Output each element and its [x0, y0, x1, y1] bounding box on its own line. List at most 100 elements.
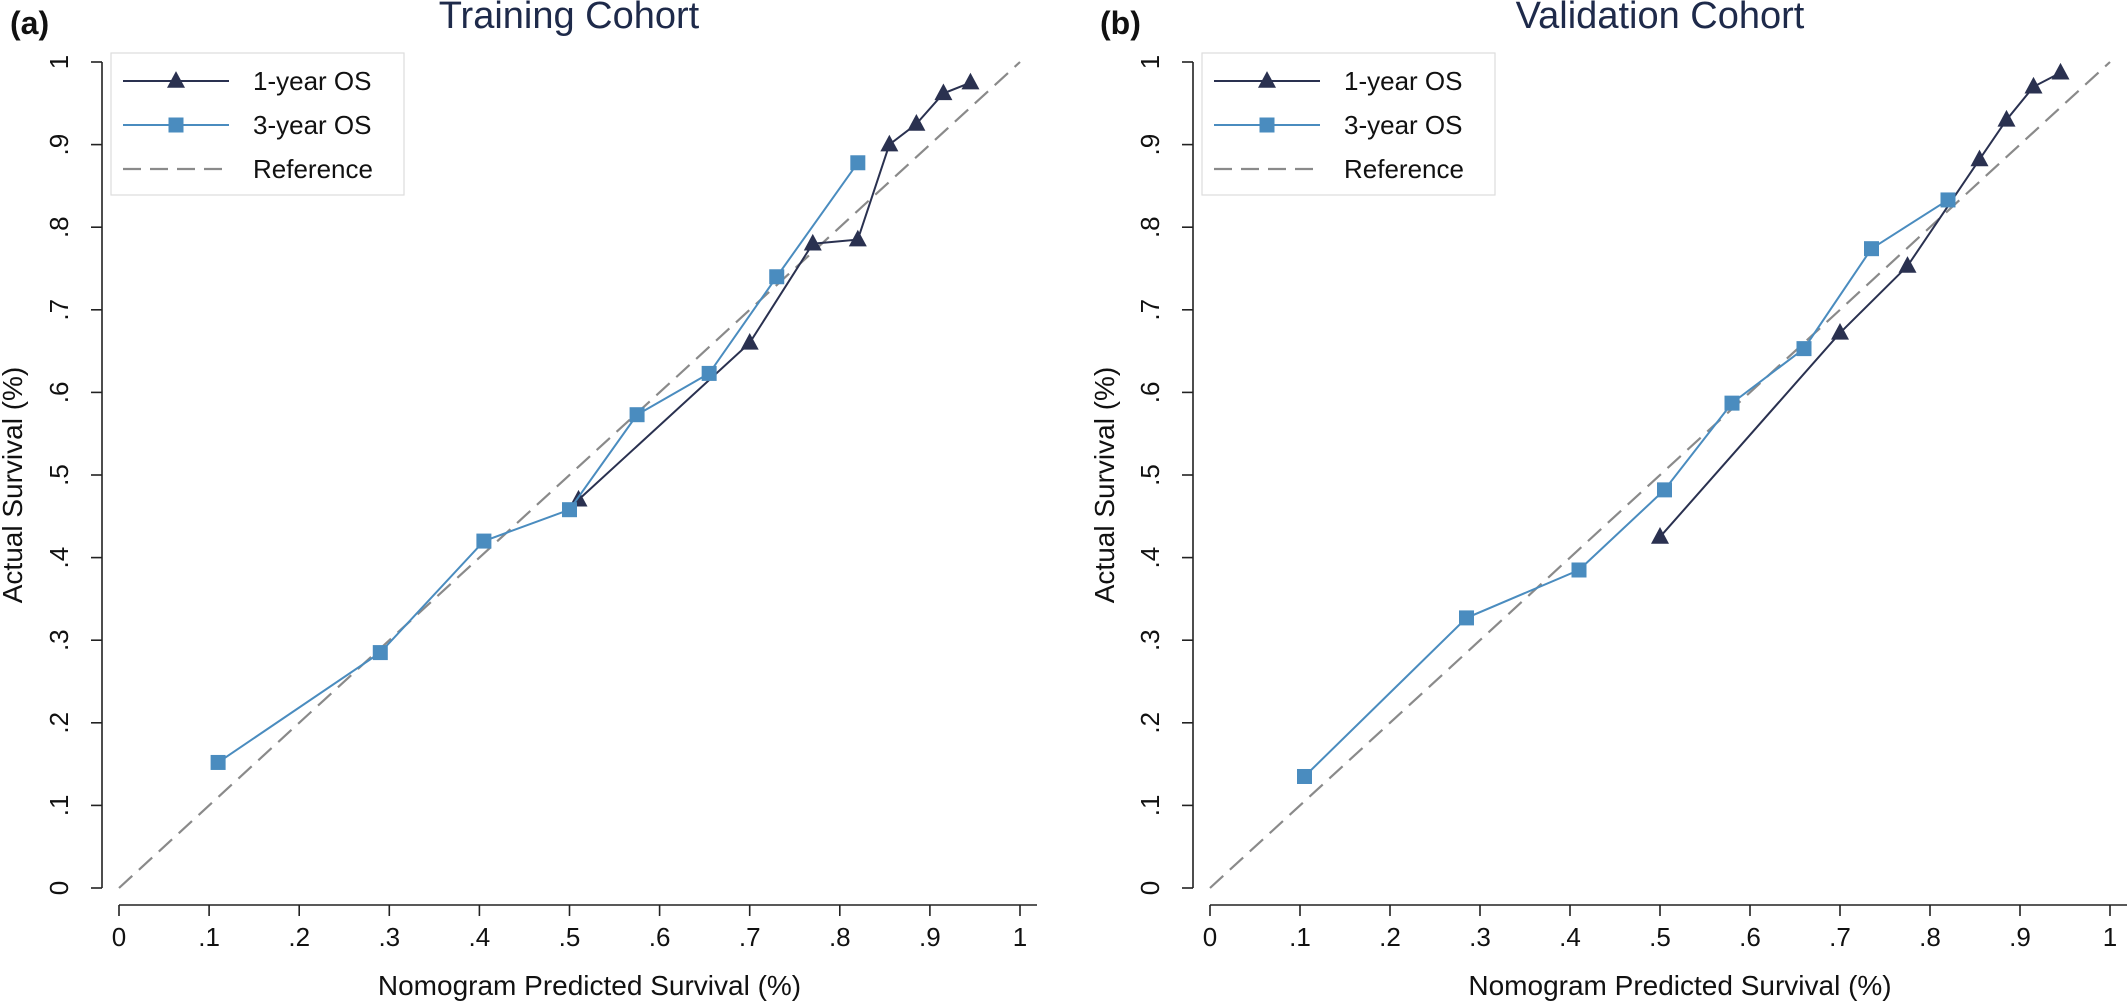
- y-tick-label: .6: [1135, 382, 1165, 404]
- legend-label: 1-year OS: [253, 66, 372, 96]
- y-tick-label: .2: [1135, 712, 1165, 734]
- y-tick-label: .5: [1135, 464, 1165, 486]
- data-point-1-year-os: [1651, 527, 1669, 544]
- x-tick-label: .4: [469, 922, 491, 952]
- y-tick-label: .2: [44, 712, 74, 734]
- series-line-3-year-os: [1303, 199, 1949, 778]
- legend-marker-1-year-os: [167, 71, 185, 88]
- legend: 1-year OS 3-year OS Reference: [110, 52, 405, 196]
- y-tick-label: .5: [44, 464, 74, 486]
- legend-label: Reference: [1344, 154, 1464, 184]
- y-tick-label: .1: [44, 795, 74, 817]
- x-tick-label: 1: [1013, 922, 1027, 952]
- legend-marker-3-year-os: [1259, 117, 1275, 133]
- chart-panel-a: (a) Training Cohort 0 .1 .2 .3 .4 .5 .6 .7 .8 .9 1 0.…: [0, 0, 1037, 1001]
- data-point-1-year-os: [907, 114, 926, 131]
- data-point-1-year-os: [2051, 62, 2070, 80]
- data-point-3-year-os: [1297, 768, 1312, 784]
- x-tick-label: .9: [2009, 922, 2031, 952]
- y-tick-label: 0: [1135, 881, 1165, 895]
- data-point-1-year-os: [848, 229, 867, 247]
- y-tick-label: .4: [44, 547, 74, 569]
- y-tick-label: 1: [44, 55, 74, 69]
- data-point-3-year-os: [210, 754, 226, 770]
- data-point-3-year-os: [372, 645, 388, 661]
- data-point-1-year-os: [803, 233, 822, 251]
- legend-label: Reference: [253, 154, 373, 184]
- data-point-3-year-os: [850, 155, 866, 171]
- data-point-1-year-os: [1898, 256, 1917, 273]
- y-axis-title: Actual Survival (%): [0, 367, 28, 604]
- data-point-3-year-os: [629, 407, 645, 423]
- x-axis-title: Nomogram Predicted Survival (%): [378, 970, 801, 1001]
- y-tick-label: .1: [1135, 795, 1165, 817]
- series-line-1-year-os: [1659, 71, 2061, 538]
- y-tick-label: .8: [1135, 216, 1165, 238]
- legend-label: 3-year OS: [253, 110, 372, 140]
- data-point-3-year-os: [1940, 192, 1956, 208]
- x-tick-label: .3: [378, 922, 400, 952]
- y-tick-label: .7: [1135, 299, 1165, 321]
- panel-label: (b): [1100, 5, 1141, 41]
- x-tick-label: .1: [198, 922, 220, 952]
- x-tick-label: .6: [649, 922, 671, 952]
- y-tick-label: .8: [44, 216, 74, 238]
- data-point-3-year-os: [701, 365, 717, 381]
- y-axis-title: Actual Survival (%): [1089, 367, 1120, 604]
- x-tick-label: 1: [2103, 922, 2117, 952]
- data-point-3-year-os: [1571, 562, 1587, 578]
- data-point-1-year-os: [1997, 109, 2016, 127]
- data-point-3-year-os: [1864, 241, 1879, 257]
- x-tick-label: .7: [1829, 922, 1851, 952]
- legend-marker-1-year-os: [1258, 71, 1276, 88]
- x-axis-title: Nomogram Predicted Survival (%): [1468, 970, 1891, 1001]
- data-point-1-year-os: [1970, 149, 1989, 167]
- x-tick-label: .1: [1289, 922, 1311, 952]
- data-point-3-year-os: [476, 533, 492, 549]
- legend-label: 3-year OS: [1344, 110, 1463, 140]
- series-line-1-year-os: [577, 81, 971, 501]
- legend: 1-year OS 3-year OS Reference: [1201, 52, 1496, 196]
- x-tick-label: .5: [1649, 922, 1671, 952]
- y-tick-label: .9: [1135, 134, 1165, 156]
- y-tick-label: 1: [1135, 55, 1165, 69]
- series-line-reference: [1209, 61, 2111, 889]
- y-tick-label: .7: [44, 299, 74, 321]
- y-tick-label: .6: [44, 382, 74, 404]
- chart-panel-b: (b) Validation Cohort 0 .1 .2 .3 .4 .5 .6 .7 .8 .9 1…: [1089, 0, 2127, 1001]
- y-tick-label: .9: [44, 134, 74, 156]
- data-point-1-year-os: [934, 83, 953, 101]
- legend-marker-3-year-os: [168, 117, 184, 133]
- y-tick-label: .3: [44, 629, 74, 651]
- x-tick-label: .9: [919, 922, 941, 952]
- x-tick-label: .8: [1919, 922, 1941, 952]
- y-tick-label: .4: [1135, 547, 1165, 569]
- panel-label: (a): [10, 5, 49, 41]
- x-tick-label: .4: [1559, 922, 1581, 952]
- x-tick-label: .3: [1469, 922, 1491, 952]
- x-tick-label: 0: [112, 922, 126, 952]
- y-tick-label: 0: [44, 881, 74, 895]
- data-point-3-year-os: [1459, 610, 1474, 626]
- data-point-1-year-os: [740, 332, 759, 350]
- x-tick-label: .7: [739, 922, 761, 952]
- data-point-3-year-os: [1796, 341, 1812, 357]
- x-tick-label: .8: [829, 922, 851, 952]
- data-point-1-year-os: [2024, 76, 2043, 94]
- data-point-3-year-os: [1657, 482, 1672, 498]
- x-tick-label: .5: [559, 922, 581, 952]
- series-line-reference: [118, 61, 1021, 889]
- data-point-3-year-os: [769, 269, 785, 285]
- x-tick-label: .6: [1739, 922, 1761, 952]
- data-point-1-year-os: [880, 134, 899, 152]
- x-tick-label: .2: [1379, 922, 1401, 952]
- chart-title: Training Cohort: [439, 0, 700, 37]
- series-line-3-year-os: [217, 162, 859, 764]
- data-point-1-year-os: [1831, 323, 1849, 340]
- legend-label: 1-year OS: [1344, 66, 1463, 96]
- data-point-3-year-os: [1724, 395, 1740, 411]
- data-point-1-year-os: [961, 72, 980, 90]
- y-tick-label: .3: [1135, 629, 1165, 651]
- data-point-3-year-os: [562, 502, 577, 518]
